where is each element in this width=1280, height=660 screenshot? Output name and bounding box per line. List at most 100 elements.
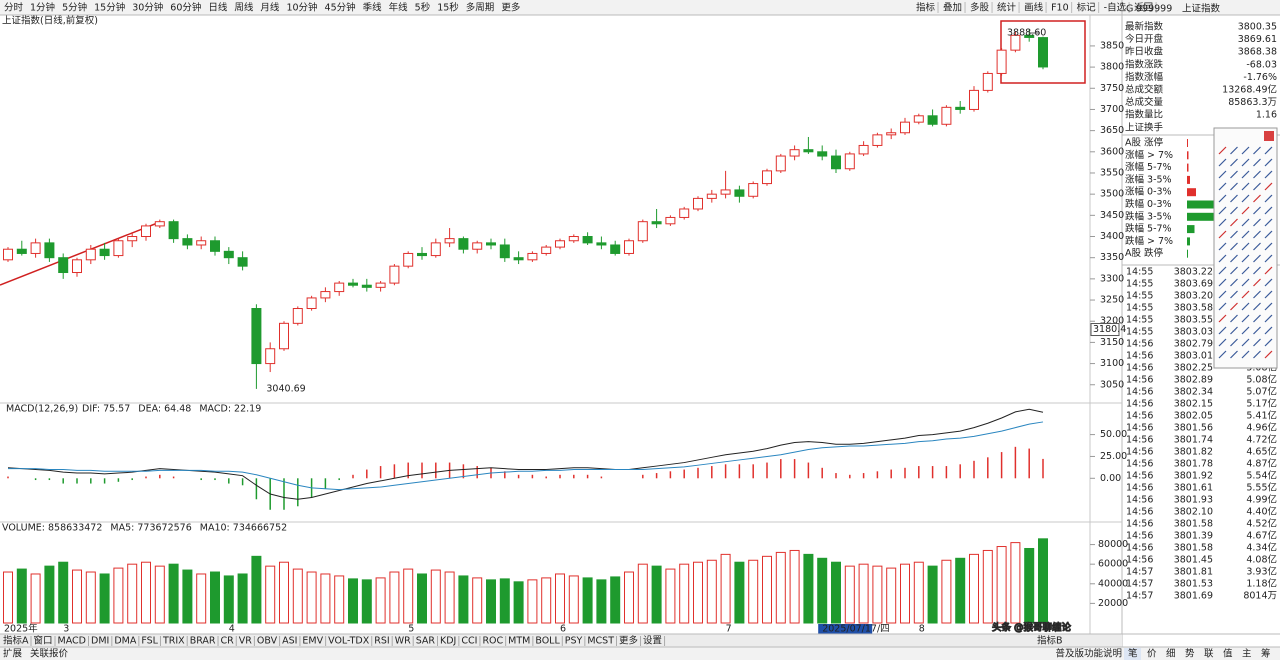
- palette-tool[interactable]: [1218, 278, 1227, 287]
- palette-tool[interactable]: [1264, 194, 1273, 203]
- palette-tool[interactable]: [1253, 326, 1261, 335]
- palette-tool[interactable]: [1264, 242, 1273, 251]
- palette-tool[interactable]: [1253, 146, 1261, 155]
- tool-button[interactable]: 标记: [1077, 2, 1097, 14]
- tool-button[interactable]: 指标: [916, 2, 936, 14]
- indicator-tab[interactable]: EMV: [302, 636, 323, 647]
- palette-tool[interactable]: [1230, 314, 1238, 323]
- palette-tool[interactable]: [1264, 170, 1273, 179]
- palette-tool[interactable]: [1218, 314, 1227, 323]
- footer-button[interactable]: 势: [1185, 648, 1195, 660]
- period-tab[interactable]: 分时: [4, 2, 24, 14]
- palette-tool[interactable]: [1241, 290, 1250, 299]
- period-tab[interactable]: 15秒: [437, 2, 459, 14]
- period-tab[interactable]: 10分钟: [286, 2, 317, 14]
- palette-tool[interactable]: [1230, 242, 1238, 251]
- indicator-tab[interactable]: FSL: [141, 636, 158, 647]
- period-tab[interactable]: 月线: [260, 2, 280, 14]
- palette-tool[interactable]: [1253, 206, 1261, 215]
- palette-tool[interactable]: [1253, 338, 1261, 347]
- indicator-tab[interactable]: RSI: [374, 636, 389, 647]
- period-tab[interactable]: 30分钟: [132, 2, 163, 14]
- tool-button[interactable]: 返回: [1134, 2, 1153, 14]
- palette-tool[interactable]: [1218, 158, 1227, 167]
- palette-tool[interactable]: [1264, 230, 1273, 239]
- indicator-tab[interactable]: MACD: [58, 636, 86, 647]
- palette-tool[interactable]: [1253, 182, 1261, 191]
- indicator-tab[interactable]: TRIX: [162, 636, 185, 647]
- palette-tool[interactable]: [1218, 218, 1227, 227]
- indicator-tab[interactable]: SAR: [416, 636, 436, 647]
- help-link[interactable]: 普及版功能说明: [1055, 648, 1122, 660]
- palette-tool[interactable]: [1218, 230, 1227, 239]
- palette-tool[interactable]: [1230, 278, 1238, 287]
- palette-tool[interactable]: [1218, 194, 1227, 203]
- period-tab[interactable]: 日线: [208, 2, 228, 14]
- palette-tool[interactable]: [1241, 230, 1250, 239]
- palette-tool[interactable]: [1253, 350, 1261, 359]
- period-tab[interactable]: 更多: [501, 2, 520, 14]
- footer-tab[interactable]: 扩展: [3, 648, 23, 660]
- footer-button[interactable]: 笔: [1128, 648, 1138, 660]
- footer-tab[interactable]: 关联报价: [30, 648, 69, 660]
- palette-tool[interactable]: [1253, 170, 1261, 179]
- palette-tool[interactable]: [1230, 290, 1238, 299]
- tool-button[interactable]: 画线: [1024, 2, 1044, 14]
- palette-tool[interactable]: [1218, 266, 1227, 275]
- palette-tool[interactable]: [1241, 254, 1250, 263]
- palette-tool[interactable]: [1264, 158, 1273, 167]
- palette-tool[interactable]: [1218, 338, 1227, 347]
- palette-tool[interactable]: [1253, 278, 1261, 287]
- palette-tool[interactable]: [1230, 206, 1238, 215]
- palette-tool[interactable]: [1253, 194, 1261, 203]
- indicator-tab[interactable]: BOLL: [535, 636, 560, 647]
- palette-tool[interactable]: [1218, 302, 1227, 311]
- palette-tool[interactable]: [1264, 266, 1273, 275]
- period-tab[interactable]: 季线: [363, 2, 383, 14]
- tool-button[interactable]: F10: [1051, 3, 1069, 14]
- palette-tool[interactable]: [1241, 170, 1250, 179]
- period-tab[interactable]: 5分钟: [62, 2, 87, 14]
- palette-tool[interactable]: [1241, 302, 1250, 311]
- palette-tool[interactable]: [1230, 182, 1238, 191]
- period-tab[interactable]: 年线: [389, 2, 409, 14]
- palette-tool[interactable]: [1218, 254, 1227, 263]
- indicator-tab[interactable]: DMI: [91, 636, 109, 647]
- palette-tool[interactable]: [1264, 350, 1273, 359]
- palette-tool[interactable]: [1241, 278, 1250, 287]
- indicator-tab[interactable]: ASI: [282, 636, 297, 647]
- indicator-tab[interactable]: 更多: [619, 635, 638, 647]
- indicator-tab[interactable]: 窗口: [34, 635, 53, 647]
- palette-tool[interactable]: [1264, 314, 1273, 323]
- palette-tool[interactable]: [1230, 326, 1238, 335]
- palette-tool[interactable]: [1264, 290, 1273, 299]
- period-tab[interactable]: 15分钟: [94, 2, 125, 14]
- palette-tool[interactable]: [1253, 242, 1261, 251]
- indicator-tab[interactable]: KDJ: [440, 636, 456, 647]
- indicator-tab[interactable]: VOL-TDX: [328, 636, 370, 647]
- indicator-tab[interactable]: CCI: [461, 636, 477, 647]
- footer-button[interactable]: 联: [1204, 649, 1214, 660]
- palette-tool[interactable]: [1241, 182, 1250, 191]
- palette-tool[interactable]: [1218, 242, 1227, 251]
- palette-tool[interactable]: [1241, 194, 1250, 203]
- palette-tool[interactable]: [1230, 254, 1238, 263]
- palette-tool[interactable]: [1253, 230, 1261, 239]
- palette-tool[interactable]: [1218, 182, 1227, 191]
- palette-tool[interactable]: [1264, 206, 1273, 215]
- indicator-tab[interactable]: PSY: [565, 636, 583, 647]
- indicator-tab[interactable]: CR: [221, 636, 235, 647]
- indicator-tab[interactable]: DMA: [114, 636, 137, 647]
- palette-tool[interactable]: [1264, 302, 1273, 311]
- period-tab[interactable]: 60分钟: [170, 2, 201, 14]
- palette-tool[interactable]: [1253, 254, 1261, 263]
- footer-button[interactable]: 值: [1223, 648, 1233, 660]
- palette-tool[interactable]: [1241, 350, 1250, 359]
- indicator-tab[interactable]: BRAR: [190, 636, 216, 647]
- palette-tool[interactable]: [1241, 266, 1250, 275]
- period-tab[interactable]: 45分钟: [325, 2, 356, 14]
- palette-tool[interactable]: [1218, 206, 1227, 215]
- footer-button[interactable]: 主: [1242, 648, 1252, 660]
- footer-button[interactable]: 筹: [1261, 648, 1271, 660]
- palette-tool[interactable]: [1264, 326, 1273, 335]
